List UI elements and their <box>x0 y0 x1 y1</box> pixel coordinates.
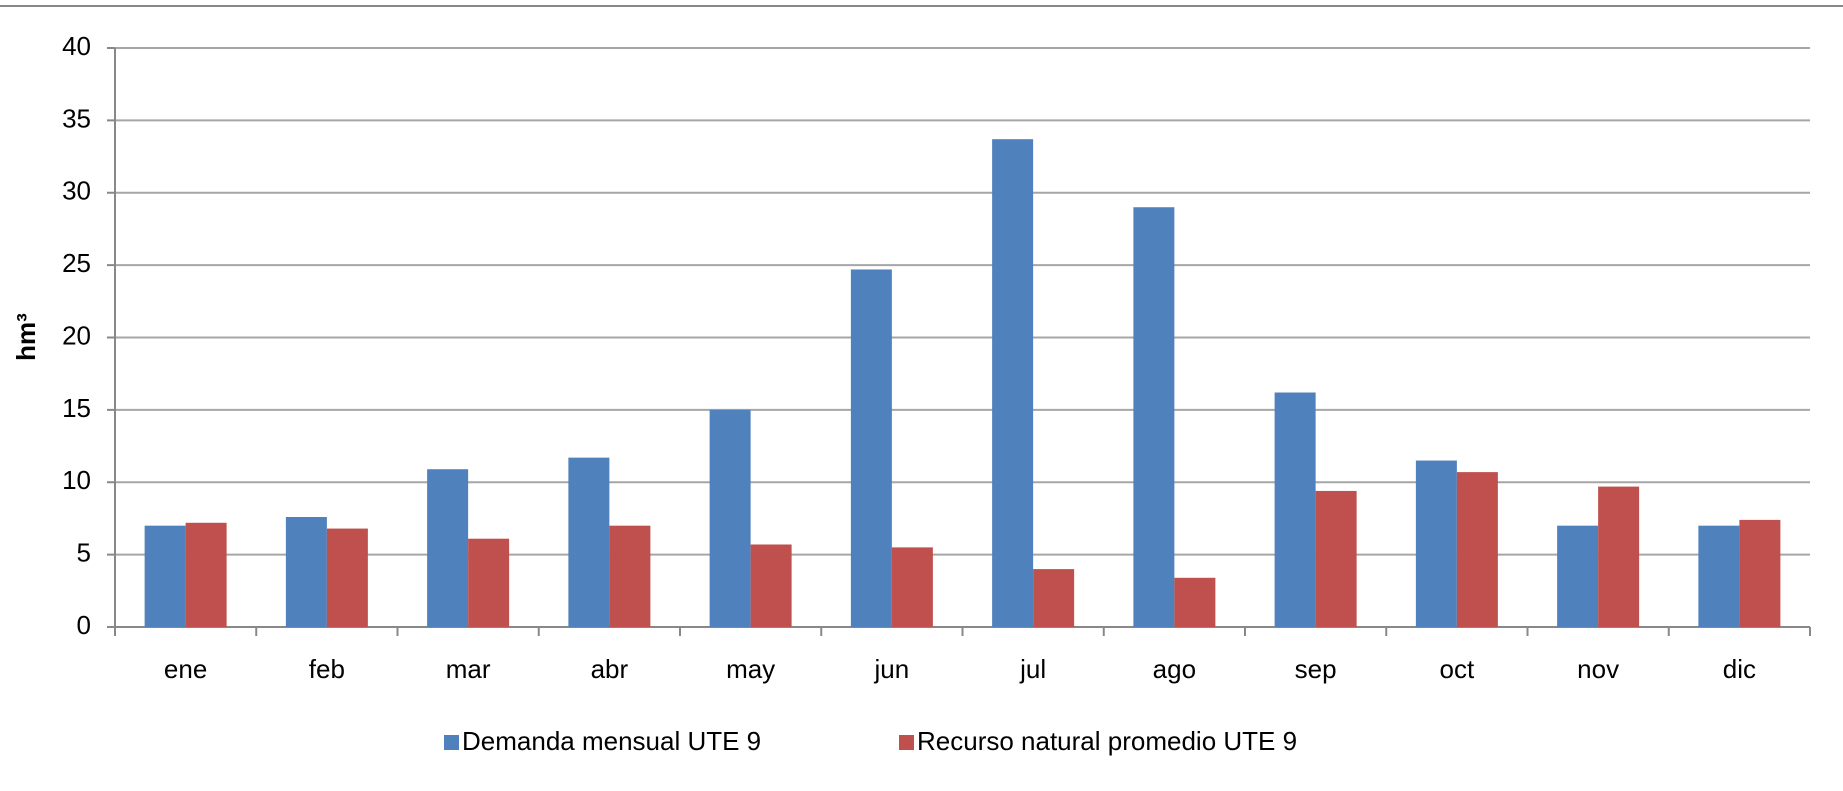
bar <box>568 457 610 627</box>
bar <box>992 139 1034 627</box>
legend-swatch <box>444 735 459 750</box>
x-tick-label: jun <box>874 654 910 684</box>
bar <box>1739 519 1781 627</box>
bar <box>1456 472 1498 627</box>
bar <box>1557 525 1599 627</box>
bar <box>750 544 792 627</box>
bar <box>1274 392 1316 627</box>
bar <box>1698 525 1740 627</box>
y-tick-label: 35 <box>62 103 91 133</box>
y-tick-label: 40 <box>62 31 91 61</box>
bar <box>1133 207 1175 627</box>
x-tick-label: dic <box>1723 654 1756 684</box>
bar <box>609 525 651 627</box>
bar <box>285 516 327 627</box>
bar <box>891 547 933 627</box>
bar <box>185 522 227 627</box>
x-tick-label: mar <box>446 654 491 684</box>
x-tick-label: nov <box>1577 654 1619 684</box>
x-tick-label: abr <box>591 654 629 684</box>
x-tick-label: oct <box>1440 654 1475 684</box>
bar <box>144 525 186 627</box>
y-axis-label: hm³ <box>11 313 41 361</box>
bar <box>1033 569 1075 627</box>
x-tick-label: jul <box>1019 654 1046 684</box>
y-tick-label: 10 <box>62 465 91 495</box>
bar <box>326 528 368 627</box>
x-tick-label: ene <box>164 654 207 684</box>
legend-swatch <box>899 735 914 750</box>
legend-label: Recurso natural promedio UTE 9 <box>917 726 1297 756</box>
y-tick-label: 0 <box>77 610 91 640</box>
bar <box>1598 486 1640 627</box>
y-tick-label: 25 <box>62 248 91 278</box>
x-tick-label: may <box>726 654 775 684</box>
x-tick-label: ago <box>1153 654 1196 684</box>
y-tick-label: 15 <box>62 393 91 423</box>
bar <box>427 469 469 627</box>
x-tick-label: feb <box>309 654 345 684</box>
x-tick-label: sep <box>1295 654 1337 684</box>
legend-label: Demanda mensual UTE 9 <box>462 726 761 756</box>
bar <box>1174 577 1216 627</box>
bar <box>1415 460 1457 627</box>
bar <box>850 269 892 627</box>
y-tick-label: 20 <box>62 320 91 350</box>
y-tick-label: 5 <box>77 538 91 568</box>
bar <box>1315 490 1357 627</box>
bar <box>468 538 510 627</box>
bar <box>709 409 751 627</box>
y-tick-label: 30 <box>62 176 91 206</box>
